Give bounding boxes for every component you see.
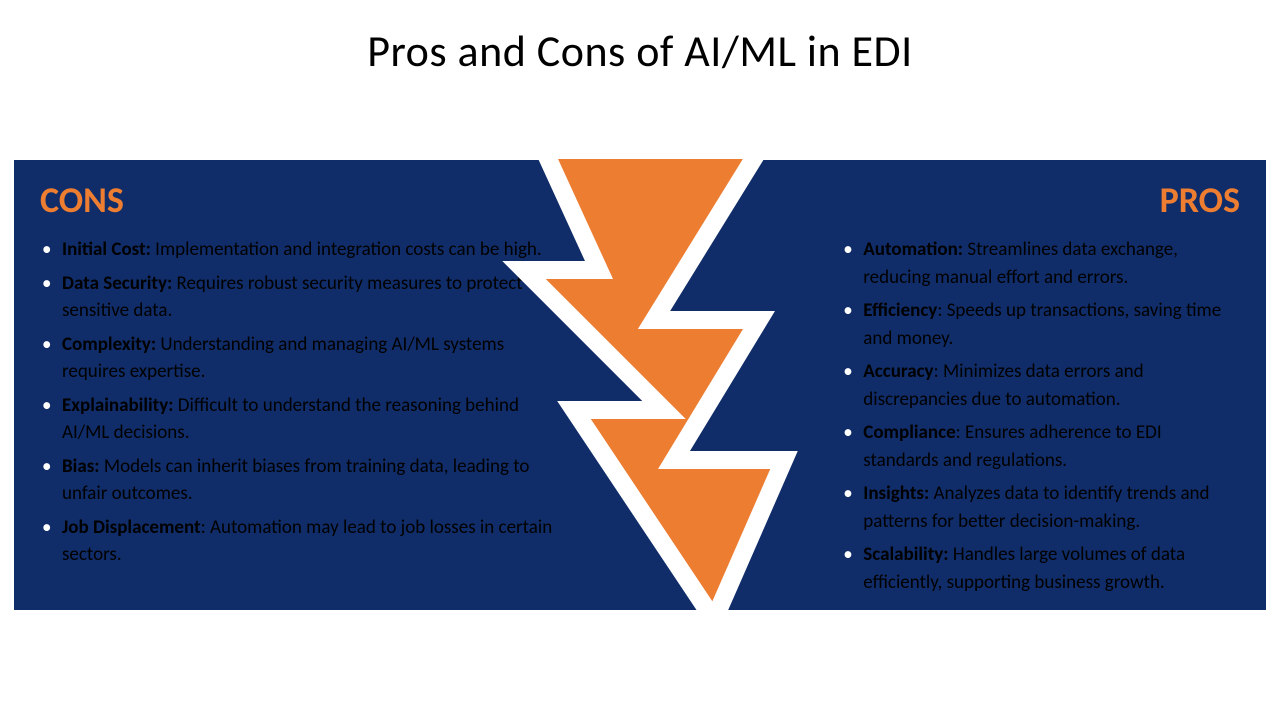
list-item: Scalability: Handles large volumes of da…: [841, 541, 1240, 596]
item-term: Insights:: [863, 482, 929, 505]
list-item: Initial Cost: Implementation and integra…: [40, 236, 564, 264]
list-item: Automation: Streamlines data exchange, r…: [841, 236, 1240, 291]
pros-list: Automation: Streamlines data exchange, r…: [841, 236, 1240, 597]
page-title: Pros and Cons of AI/ML in EDI: [0, 0, 1280, 88]
list-item: Complexity: Understanding and managing A…: [40, 331, 564, 386]
item-term: Explainability:: [62, 394, 174, 417]
comparison-panel: CONS Initial Cost: Implementation and in…: [14, 160, 1266, 610]
list-item: Explainability: Difficult to understand …: [40, 392, 564, 447]
item-term: Data Security:: [62, 272, 172, 295]
cons-column: CONS Initial Cost: Implementation and in…: [14, 160, 590, 610]
pros-heading: PROS: [841, 178, 1240, 222]
list-item: Compliance: Ensures adherence to EDI sta…: [841, 419, 1240, 474]
cons-heading: CONS: [40, 178, 564, 222]
item-desc: Models can inherit biases from training …: [62, 455, 529, 506]
item-term: Accuracy: [863, 360, 933, 383]
item-term: Job Displacement: [62, 516, 201, 539]
item-term: Scalability:: [863, 543, 948, 566]
list-item: Data Security: Requires robust security …: [40, 270, 564, 325]
cons-list: Initial Cost: Implementation and integra…: [40, 236, 564, 569]
pros-column: PROS Automation: Streamlines data exchan…: [815, 160, 1266, 610]
list-item: Job Displacement: Automation may lead to…: [40, 514, 564, 569]
list-item: Efficiency: Speeds up transactions, savi…: [841, 297, 1240, 352]
item-desc: Implementation and integration costs can…: [151, 238, 542, 261]
item-term: Automation:: [863, 238, 963, 261]
item-term: Efficiency: [863, 299, 937, 322]
list-item: Bias: Models can inherit biases from tra…: [40, 453, 564, 508]
item-term: Initial Cost:: [62, 238, 151, 261]
item-term: Complexity:: [62, 333, 156, 356]
list-item: Accuracy: Minimizes data errors and disc…: [841, 358, 1240, 413]
item-term: Bias:: [62, 455, 100, 478]
item-term: Compliance: [863, 421, 955, 444]
list-item: Insights: Analyzes data to identify tren…: [841, 480, 1240, 535]
